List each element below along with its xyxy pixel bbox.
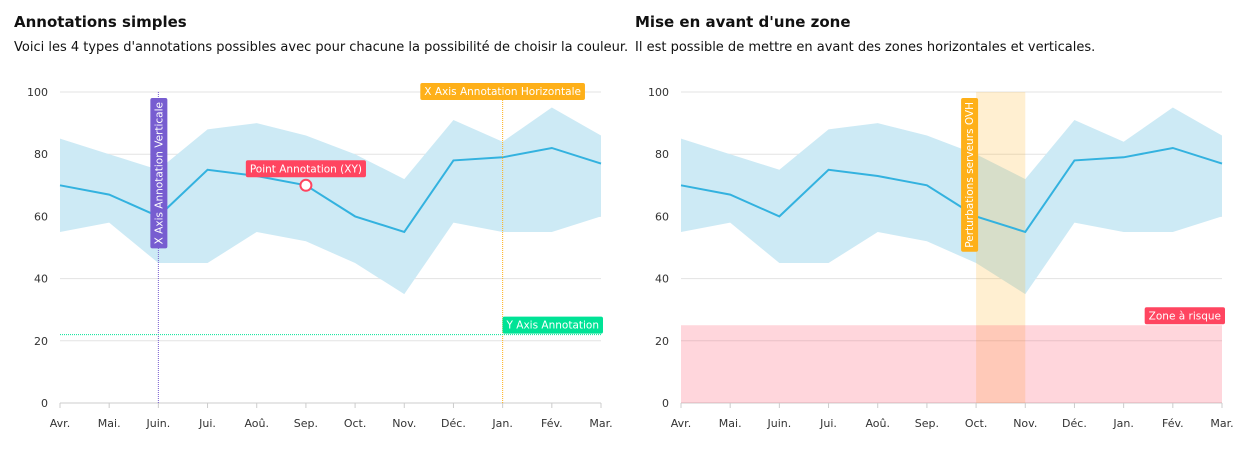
x-tick-label: Déc. [1062, 417, 1087, 430]
x-tick-label: Mar. [1210, 417, 1233, 430]
x-tick-label: Juin. [145, 417, 170, 430]
x-tick-label: Mai. [98, 417, 121, 430]
x-tick-label: Oct. [965, 417, 988, 430]
y-tick-label: 20 [34, 335, 48, 348]
annotation-label: X Axis Annotation Horizontale [420, 83, 585, 100]
annotation-label: X Axis Annotation Verticale [150, 98, 168, 249]
annotation-label: Point Annotation (XY) [245, 160, 366, 178]
x-tick-label: Fév. [541, 417, 563, 430]
y-tick-label: 60 [655, 210, 669, 223]
y-tick-label: 40 [655, 273, 669, 286]
annotation-label-box [245, 160, 366, 178]
annotation-label-box [961, 98, 979, 252]
line [680, 146, 1223, 234]
x-range [976, 92, 1026, 403]
x-tick-label: Sep. [294, 417, 318, 430]
annotation-label: Y Axis Annotation [502, 316, 603, 334]
y-tick-label: 80 [34, 148, 48, 161]
annotation-label-text: Zone à risque [1149, 310, 1221, 322]
x-tick-label: Aoû. [865, 417, 890, 430]
x-tick-label: Jui. [198, 417, 216, 430]
y-range [681, 325, 1222, 403]
y-tick-label: 20 [655, 335, 669, 348]
annotation-label-text: X Axis Annotation Verticale [153, 102, 165, 244]
x-tick-label: Nov. [1013, 417, 1037, 430]
x-tick-label: Jan. [491, 417, 512, 430]
y-tick-label: 0 [41, 397, 48, 410]
chart-title: Mise en avant d'une zone [635, 13, 851, 31]
line [59, 146, 602, 234]
y-tick-label: 60 [34, 210, 48, 223]
x-tick-label: Mai. [719, 417, 742, 430]
x-tick-label: Oct. [344, 417, 367, 430]
x-tick-label: Jui. [819, 417, 837, 430]
x-tick-label: Nov. [392, 417, 416, 430]
chart-title: Annotations simples [14, 13, 187, 31]
chart-subtitle: Il est possible de mettre en avant des z… [635, 40, 1095, 55]
y-tick-label: 80 [655, 148, 669, 161]
y-tick-label: 0 [662, 397, 669, 410]
x-tick-label: Déc. [441, 417, 466, 430]
chart-subtitle: Voici les 4 types d'annotations possible… [14, 40, 628, 55]
y-tick-label: 100 [648, 86, 669, 99]
annotation-label-text: Y Axis Annotation [506, 320, 599, 332]
x-tick-label: Avr. [671, 417, 691, 430]
annotation-label: Zone à risque [1144, 307, 1225, 325]
annotation-label-text: Perturbations serveurs OVH [964, 102, 976, 248]
annotation-label-box [502, 316, 603, 334]
annotation-label: Perturbations serveurs OVH [961, 98, 979, 252]
x-tick-label: Mar. [589, 417, 612, 430]
point-annotation [299, 178, 313, 192]
annotation-label-text: Point Annotation (XY) [250, 163, 362, 175]
x-tick-label: Avr. [50, 417, 70, 430]
x-tick-label: Jan. [1112, 417, 1133, 430]
annotation-label-box [420, 83, 585, 100]
x-tick-label: Aoû. [244, 417, 269, 430]
annotation-label-box [1144, 307, 1225, 325]
x-tick-label: Fév. [1162, 417, 1184, 430]
annotation-label-text: X Axis Annotation Horizontale [424, 86, 581, 98]
x-tick-label: Sep. [915, 417, 939, 430]
x-tick-label: Juin. [766, 417, 791, 430]
y-tick-label: 100 [27, 86, 48, 99]
annotation-label-box [150, 98, 168, 249]
y-tick-label: 40 [34, 273, 48, 286]
